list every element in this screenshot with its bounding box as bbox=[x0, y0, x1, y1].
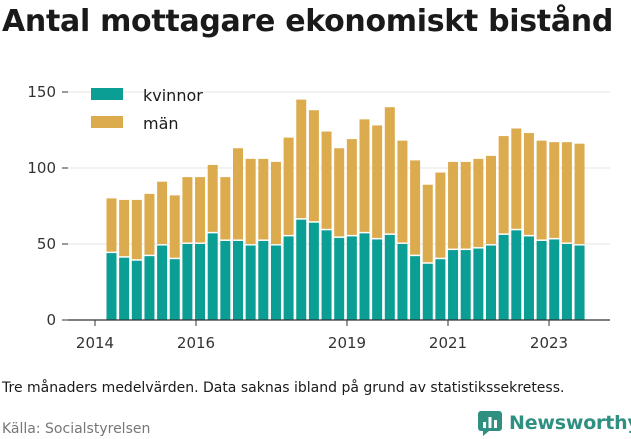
bar-man bbox=[410, 160, 421, 255]
bar-kvinnor bbox=[473, 248, 484, 320]
bar-kvinnor bbox=[270, 245, 281, 320]
bar-kvinnor bbox=[561, 244, 572, 320]
bar-man bbox=[233, 148, 243, 240]
y-tick-label: 150 bbox=[27, 83, 56, 101]
bar-man bbox=[346, 139, 357, 235]
bar-kvinnor bbox=[574, 245, 585, 320]
bar-man bbox=[372, 125, 383, 238]
bar-kvinnor bbox=[144, 256, 155, 320]
bar-chart: 0 50 100 150 2014 2016 2019 2021 2023 kvinnor mä… bbox=[27, 83, 610, 352]
bar-man bbox=[511, 128, 522, 229]
bar-man bbox=[106, 198, 117, 252]
bar-man bbox=[498, 136, 509, 234]
bar-kvinnor bbox=[397, 244, 408, 320]
bar-man bbox=[486, 155, 496, 245]
bar-kvinnor bbox=[346, 236, 357, 320]
bar-man bbox=[435, 172, 446, 258]
bar-kvinnor bbox=[410, 256, 421, 320]
bar-man bbox=[220, 177, 231, 240]
bar-kvinnor bbox=[157, 245, 168, 320]
bar-kvinnor bbox=[549, 239, 560, 320]
bar-kvinnor bbox=[359, 233, 370, 320]
bar-man bbox=[422, 184, 433, 263]
bar-man bbox=[397, 140, 408, 243]
bar-man bbox=[144, 193, 155, 255]
source-label: Källa: Socialstyrelsen bbox=[2, 421, 151, 437]
bar-man bbox=[296, 99, 307, 219]
x-tick-label: 2014 bbox=[76, 334, 114, 352]
bar-man bbox=[270, 161, 281, 245]
bar-kvinnor bbox=[119, 257, 130, 320]
brand-logo: Newsworthy bbox=[477, 410, 631, 436]
y-tick-label: 50 bbox=[37, 235, 56, 253]
bar-man bbox=[473, 158, 484, 248]
bar-man bbox=[245, 158, 256, 245]
bar-kvinnor bbox=[435, 259, 446, 320]
bar-kvinnor bbox=[384, 234, 395, 320]
bar-man bbox=[283, 137, 294, 235]
legend: kvinnor män bbox=[91, 86, 203, 133]
bars bbox=[106, 99, 585, 320]
bar-kvinnor bbox=[523, 236, 534, 320]
footnote: Tre månaders medelvärden. Data saknas ib… bbox=[2, 380, 565, 396]
bar-man bbox=[561, 142, 572, 243]
bar-kvinnor bbox=[207, 233, 218, 320]
x-tick-label: 2016 bbox=[177, 334, 215, 352]
x-tick-label: 2019 bbox=[328, 334, 366, 352]
bar-man bbox=[207, 164, 218, 232]
brand-name: Newsworthy bbox=[509, 412, 631, 434]
bar-man bbox=[195, 177, 206, 243]
bar-man bbox=[258, 158, 269, 240]
bar-kvinnor bbox=[131, 260, 142, 320]
bar-kvinnor bbox=[372, 239, 383, 320]
bar-man bbox=[131, 199, 142, 260]
bar-man bbox=[536, 140, 547, 240]
newsworthy-logo-icon bbox=[478, 411, 502, 436]
bar-kvinnor bbox=[460, 250, 471, 320]
bar-man bbox=[169, 195, 180, 258]
legend-swatch-kvinnor bbox=[91, 88, 123, 100]
bar-man bbox=[119, 199, 130, 257]
bar-kvinnor bbox=[233, 240, 243, 320]
bar-kvinnor bbox=[511, 230, 522, 320]
bar-kvinnor bbox=[169, 259, 180, 320]
legend-label-man: män bbox=[143, 114, 179, 133]
bar-kvinnor bbox=[182, 244, 193, 320]
bar-kvinnor bbox=[422, 263, 433, 320]
bar-man bbox=[308, 110, 319, 222]
bar-kvinnor bbox=[498, 234, 509, 320]
axes: 0 50 100 150 2014 2016 2019 2021 2023 bbox=[27, 83, 610, 352]
bar-man bbox=[574, 143, 585, 245]
bar-kvinnor bbox=[308, 222, 319, 320]
bar-kvinnor bbox=[106, 253, 117, 320]
bar-kvinnor bbox=[536, 240, 547, 320]
legend-swatch-man bbox=[91, 116, 123, 128]
bar-kvinnor bbox=[283, 236, 294, 320]
bar-man bbox=[460, 161, 471, 249]
bar-man bbox=[448, 161, 459, 249]
bar-kvinnor bbox=[195, 244, 206, 320]
bar-kvinnor bbox=[220, 240, 231, 320]
x-tick-label: 2023 bbox=[530, 334, 568, 352]
chart-title: Antal mottagare ekonomiskt bistånd bbox=[2, 4, 614, 39]
y-tick-label: 0 bbox=[46, 311, 56, 329]
bar-kvinnor bbox=[448, 250, 459, 320]
bar-kvinnor bbox=[258, 240, 269, 320]
bar-kvinnor bbox=[296, 219, 307, 320]
bar-man bbox=[321, 131, 332, 229]
bar-man bbox=[182, 177, 193, 243]
x-tick-label: 2021 bbox=[429, 334, 467, 352]
bar-kvinnor bbox=[334, 237, 345, 320]
bar-man bbox=[549, 142, 560, 238]
bar-man bbox=[334, 148, 345, 237]
bar-kvinnor bbox=[486, 245, 496, 320]
y-tick-label: 100 bbox=[27, 159, 56, 177]
legend-label-kvinnor: kvinnor bbox=[143, 86, 203, 105]
bar-man bbox=[523, 133, 534, 235]
bar-man bbox=[384, 107, 395, 234]
bar-kvinnor bbox=[245, 245, 256, 320]
bar-man bbox=[157, 181, 168, 245]
bar-man bbox=[359, 119, 370, 232]
bar-kvinnor bbox=[321, 230, 332, 320]
